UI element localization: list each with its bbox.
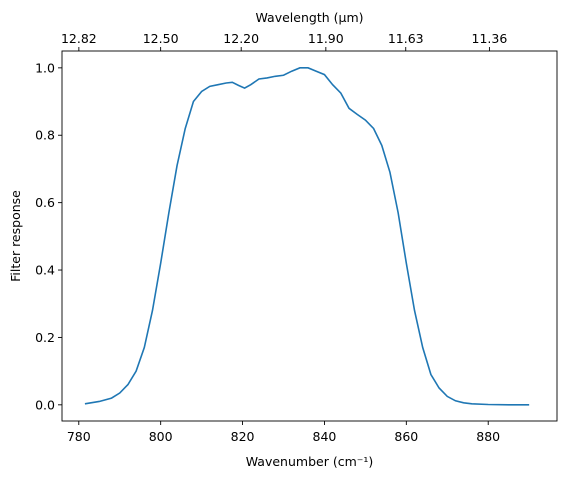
y-tick-label: 0.0 xyxy=(35,397,55,412)
y-tick-label: 0.2 xyxy=(35,330,55,345)
y-tick-label: 1.0 xyxy=(35,60,55,75)
x2-axis-label: Wavelength (μm) xyxy=(255,10,363,25)
x-tick-label: 840 xyxy=(313,429,337,444)
y-axis-label: Filter response xyxy=(8,190,23,282)
x2-tick-label: 11.90 xyxy=(308,31,344,46)
x2-tick-label: 11.36 xyxy=(472,31,508,46)
x-tick-label: 800 xyxy=(149,429,173,444)
x-tick-label: 880 xyxy=(476,429,500,444)
x-tick-label: 780 xyxy=(67,429,91,444)
x-tick-label: 860 xyxy=(394,429,418,444)
x2-tick-label: 12.50 xyxy=(143,31,179,46)
y-tick-label: 0.4 xyxy=(35,263,55,278)
x2-tick-label: 12.20 xyxy=(223,31,259,46)
y-tick-label: 0.8 xyxy=(35,128,55,143)
y-tick-label: 0.6 xyxy=(35,195,55,210)
x-axis-label: Wavenumber (cm⁻¹) xyxy=(246,454,373,469)
plot-frame xyxy=(61,50,558,422)
line-series xyxy=(84,67,530,406)
x-tick-label: 820 xyxy=(231,429,255,444)
x2-tick-label: 11.63 xyxy=(388,31,424,46)
x2-tick-label: 12.82 xyxy=(61,31,97,46)
